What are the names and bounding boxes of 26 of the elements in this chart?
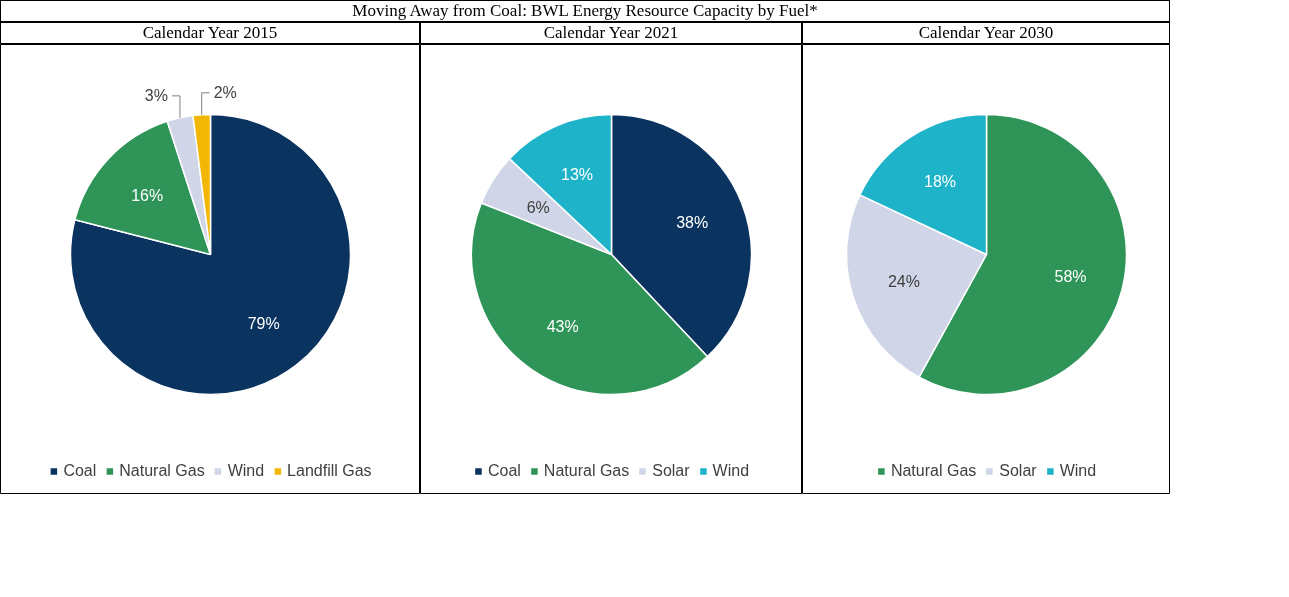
data-label: 13%: [561, 166, 594, 184]
data-label: 58%: [1054, 267, 1087, 285]
legend-label: Coal: [63, 462, 97, 480]
legend-label: Wind: [712, 462, 750, 480]
legend-label: Natural Gas: [890, 462, 977, 480]
text: Moving Away from Coal: BWL Energy Resource Capacity by Fuel*: [352, 1, 818, 21]
legend-label: Landfill Gas: [287, 462, 372, 480]
data-label: 2%: [213, 84, 237, 102]
data-label: 16%: [131, 186, 164, 204]
data-label: 24%: [887, 272, 920, 290]
data-label: 43%: [546, 317, 579, 335]
chart-subtitle: Calendar Year 2015: [142, 23, 278, 43]
data-label: 3%: [144, 87, 168, 105]
chart-subtitle: Calendar Year 2030: [918, 23, 1054, 43]
data-label: 6%: [526, 199, 550, 217]
data-label: 79%: [247, 314, 280, 332]
legend-label: Coal: [487, 462, 521, 480]
legend-label: Wind: [227, 462, 265, 480]
legend-label: Solar: [999, 462, 1037, 480]
legend-label: Natural Gas: [543, 462, 630, 480]
legend-label: Wind: [1059, 462, 1097, 480]
legend-label: Natural Gas: [119, 462, 205, 480]
chart-subtitle: Calendar Year 2021: [543, 23, 679, 43]
legend-label: Solar: [652, 462, 690, 480]
data-label: 38%: [676, 214, 709, 232]
data-label: 18%: [923, 172, 957, 190]
